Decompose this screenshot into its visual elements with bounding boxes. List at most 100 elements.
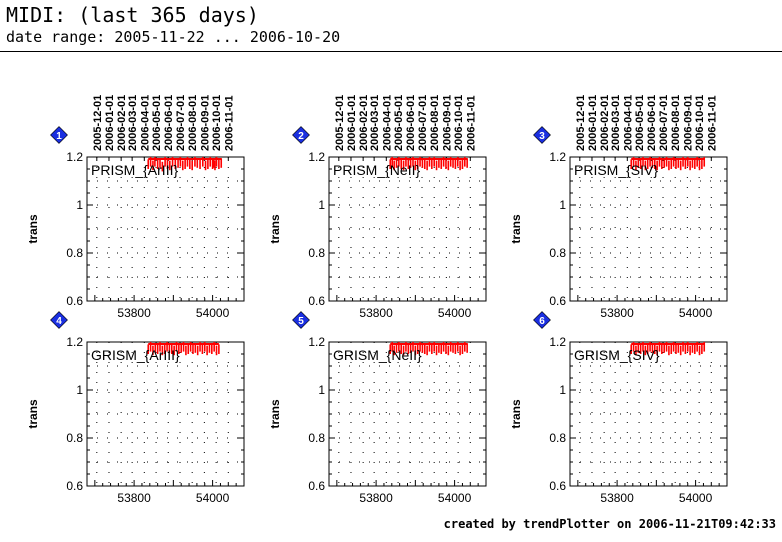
chart-5-frame xyxy=(328,341,487,487)
chart-3-ytick-label: 1.2 xyxy=(549,150,566,164)
chart-2-date-tick-label: 2006-01-01 xyxy=(346,95,358,151)
chart-6-badge-icon xyxy=(533,311,551,329)
chart-1-date-tick-label: 2006-09-01 xyxy=(199,95,211,151)
chart-1-ytick-label: 0.6 xyxy=(66,294,83,308)
chart-4-label: GRISM_{ArIII} xyxy=(91,347,180,363)
chart-2-date-tick-label: 2006-11-01 xyxy=(465,95,477,151)
chart-4-panel: 0.6 0.8 1 1.2 53800 54000 trans GRISM_{ArIII} 4 xyxy=(26,311,245,505)
chart-6-badge-number: 6 xyxy=(539,316,545,327)
chart-3-xtick-label: 53800 xyxy=(600,306,634,320)
chart-3-date-tick-label: 2006-04-01 xyxy=(622,95,634,151)
chart-2-ytick-label: 0.6 xyxy=(308,294,325,308)
chart-2-date-tick-label: 2005-12-01 xyxy=(334,95,346,151)
chart-1-ytick-label: 1.2 xyxy=(66,150,83,164)
chart-2-label: PRISM_{NeII} xyxy=(333,162,420,178)
chart-2-xtick-label: 54000 xyxy=(438,306,472,320)
chart-3-date-tick-label: 2006-03-01 xyxy=(610,95,622,151)
chart-1-date-tick-label: 2006-05-01 xyxy=(151,95,163,151)
chart-1-date-tick-label: 2006-06-01 xyxy=(163,95,175,151)
chart-2-date-tick-label: 2006-04-01 xyxy=(381,95,393,151)
chart-5-label: GRISM_{NeII} xyxy=(333,347,422,363)
chart-3-date-tick-label: 2006-10-01 xyxy=(694,95,706,151)
chart-2-date-tick-label: 2006-08-01 xyxy=(429,95,441,151)
chart-5-ylabel: trans xyxy=(268,399,282,429)
chart-2-xtick-label: 53800 xyxy=(359,306,393,320)
chart-1-date-tick-label: 2006-11-01 xyxy=(223,95,235,151)
chart-1-xtick-label: 54000 xyxy=(196,306,230,320)
chart-2-date-tick-label: 2006-05-01 xyxy=(393,95,405,151)
chart-3-xtick-label: 54000 xyxy=(679,306,713,320)
chart-5-badge-number: 5 xyxy=(298,316,304,327)
chart-1-date-tick-label: 2006-10-01 xyxy=(211,95,223,151)
chart-4-frame xyxy=(86,341,245,487)
chart-3-ylabel: trans xyxy=(509,214,523,244)
chart-4-ytick-label: 0.8 xyxy=(66,431,83,445)
chart-1-badge-number: 1 xyxy=(56,131,62,142)
chart-1-label: PRISM_{ArIII} xyxy=(91,162,178,178)
chart-3-date-tick-label: 2006-01-01 xyxy=(587,95,599,151)
chart-5-ytick-label: 1 xyxy=(318,383,325,397)
chart-1-date-tick-label: 2006-01-01 xyxy=(104,95,116,151)
chart-1-date-tick-label: 2006-04-01 xyxy=(139,95,151,151)
chart-3-date-tick-label: 2006-11-01 xyxy=(706,95,718,151)
chart-4-ytick-label: 0.6 xyxy=(66,479,83,493)
chart-4-ylabel: trans xyxy=(26,399,40,429)
chart-2-ytick-label: 0.8 xyxy=(308,246,325,260)
chart-1-ylabel: trans xyxy=(26,214,40,244)
chart-5-ytick-label: 0.6 xyxy=(308,479,325,493)
chart-1-date-tick-label: 2006-08-01 xyxy=(187,95,199,151)
chart-2-date-tick-label: 2006-03-01 xyxy=(369,95,381,151)
chart-3-ytick-label: 0.8 xyxy=(549,246,566,260)
chart-5-xtick-label: 53800 xyxy=(359,491,393,505)
chart-3-badge-number: 3 xyxy=(539,131,545,142)
chart-1-xtick-label: 53800 xyxy=(117,306,151,320)
chart-1-ytick-label: 0.8 xyxy=(66,246,83,260)
chart-3-label: PRISM_{SIV} xyxy=(574,162,658,178)
chart-6-ylabel: trans xyxy=(509,399,523,429)
chart-2-date-tick-label: 2006-07-01 xyxy=(417,95,429,151)
date-range-subtitle: date range: 2005-11-22 ... 2006-10-20 xyxy=(6,28,341,46)
chart-2-date-tick-label: 2006-06-01 xyxy=(405,95,417,151)
chart-6-ytick-label: 1 xyxy=(559,383,566,397)
chart-4-ytick-label: 1.2 xyxy=(66,335,83,349)
chart-6-xtick-label: 54000 xyxy=(679,491,713,505)
chart-1-frame xyxy=(86,156,245,302)
chart-6-label: GRISM_{SIV} xyxy=(574,347,660,363)
chart-1-ytick-label: 1 xyxy=(76,198,83,212)
header-divider xyxy=(0,51,782,52)
chart-2-badge-number: 2 xyxy=(298,131,304,142)
chart-1-date-tick-label: 2005-12-01 xyxy=(92,95,104,151)
chart-2-ytick-label: 1.2 xyxy=(308,150,325,164)
chart-2-badge-icon xyxy=(292,126,310,144)
page-title: MIDI: (last 365 days) xyxy=(6,3,259,27)
chart-4-badge-icon xyxy=(50,311,68,329)
chart-5-panel: 0.6 0.8 1 1.2 53800 54000 trans GRISM_{NeII} 5 xyxy=(268,311,487,505)
footer-credit: created by trendPlotter on 2006-11-21T09… xyxy=(443,517,776,531)
chart-6-frame xyxy=(569,341,728,487)
chart-1-date-tick-label: 2006-03-01 xyxy=(127,95,139,151)
chart-4-xtick-label: 53800 xyxy=(117,491,151,505)
chart-2-date-tick-label: 2006-09-01 xyxy=(441,95,453,151)
chart-2-frame xyxy=(328,156,487,302)
chart-3-date-tick-label: 2006-07-01 xyxy=(658,95,670,151)
chart-1-date-tick-label: 2006-07-01 xyxy=(175,95,187,151)
chart-5-ytick-label: 0.8 xyxy=(308,431,325,445)
chart-3-date-tick-label: 2006-09-01 xyxy=(682,95,694,151)
chart-4-xtick-label: 54000 xyxy=(196,491,230,505)
chart-2-ylabel: trans xyxy=(268,214,282,244)
chart-5-ytick-label: 1.2 xyxy=(308,335,325,349)
chart-2-date-tick-label: 2006-02-01 xyxy=(358,95,370,151)
chart-3-date-tick-label: 2006-05-01 xyxy=(634,95,646,151)
chart-6-ytick-label: 1.2 xyxy=(549,335,566,349)
chart-1-date-tick-label: 2006-02-01 xyxy=(116,95,128,151)
chart-3-frame xyxy=(569,156,728,302)
chart-3-date-tick-label: 2005-12-01 xyxy=(575,95,587,151)
chart-2-date-tick-label: 2006-10-01 xyxy=(453,95,465,151)
chart-3-badge-icon xyxy=(533,126,551,144)
chart-4-ytick-label: 1 xyxy=(76,383,83,397)
chart-4-badge-number: 4 xyxy=(56,316,62,327)
